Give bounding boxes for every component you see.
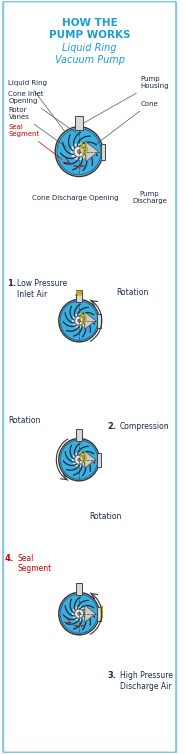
- Ellipse shape: [71, 143, 88, 161]
- Circle shape: [80, 292, 81, 296]
- Ellipse shape: [59, 438, 99, 481]
- FancyBboxPatch shape: [3, 2, 176, 752]
- Ellipse shape: [72, 606, 86, 621]
- Bar: [76, 290, 82, 302]
- Ellipse shape: [57, 128, 101, 175]
- Text: 3.: 3.: [107, 672, 116, 680]
- Circle shape: [84, 145, 85, 149]
- Polygon shape: [85, 451, 96, 468]
- Text: Rotor
Vanes: Rotor Vanes: [9, 107, 67, 148]
- Circle shape: [78, 290, 79, 294]
- Circle shape: [87, 147, 88, 152]
- Circle shape: [81, 290, 82, 294]
- Circle shape: [80, 146, 82, 150]
- Text: Seal
Segment: Seal Segment: [17, 553, 52, 573]
- Circle shape: [80, 316, 81, 320]
- Circle shape: [81, 312, 82, 316]
- Text: Cone: Cone: [95, 100, 159, 145]
- Circle shape: [84, 320, 85, 323]
- Circle shape: [82, 153, 83, 158]
- Circle shape: [84, 312, 85, 316]
- Circle shape: [79, 292, 80, 296]
- Circle shape: [102, 615, 103, 618]
- Circle shape: [80, 455, 81, 458]
- Ellipse shape: [75, 455, 84, 464]
- Ellipse shape: [72, 313, 86, 328]
- Text: 4.: 4.: [5, 553, 14, 562]
- Circle shape: [83, 453, 84, 457]
- Text: Vacuum Pump: Vacuum Pump: [55, 55, 125, 65]
- Bar: [75, 116, 83, 130]
- Circle shape: [82, 461, 83, 464]
- Ellipse shape: [74, 146, 84, 157]
- Bar: [100, 143, 105, 160]
- Text: Cone Discharge Opening: Cone Discharge Opening: [32, 195, 119, 201]
- Bar: [97, 314, 101, 327]
- Circle shape: [101, 615, 102, 618]
- Text: High Pressure
Discharge Air: High Pressure Discharge Air: [120, 672, 173, 691]
- Ellipse shape: [55, 127, 103, 176]
- Text: 1.: 1.: [7, 279, 16, 288]
- Circle shape: [83, 314, 84, 318]
- Text: Cone Inlet
Opening: Cone Inlet Opening: [9, 91, 76, 133]
- Circle shape: [84, 458, 85, 463]
- Polygon shape: [86, 142, 99, 161]
- Text: 2.: 2.: [107, 422, 116, 431]
- Circle shape: [102, 605, 103, 609]
- Text: Rotation: Rotation: [116, 288, 149, 297]
- Text: Rotation: Rotation: [90, 512, 122, 521]
- Circle shape: [82, 457, 83, 461]
- Ellipse shape: [72, 452, 86, 467]
- Circle shape: [101, 605, 102, 609]
- Circle shape: [82, 322, 83, 326]
- Circle shape: [86, 317, 87, 320]
- Ellipse shape: [78, 319, 81, 322]
- Circle shape: [82, 317, 83, 321]
- Text: Seal
Segment: Seal Segment: [9, 124, 62, 159]
- Text: Pump
Housing: Pump Housing: [84, 76, 169, 123]
- Ellipse shape: [77, 150, 81, 154]
- Bar: [97, 452, 101, 467]
- Circle shape: [81, 142, 83, 146]
- Circle shape: [101, 610, 102, 614]
- Text: HOW THE: HOW THE: [62, 18, 117, 28]
- Circle shape: [85, 142, 86, 146]
- Circle shape: [76, 290, 77, 294]
- Ellipse shape: [60, 301, 98, 340]
- Ellipse shape: [60, 440, 98, 480]
- Circle shape: [101, 610, 102, 614]
- Text: Low Pressure
Inlet Air: Low Pressure Inlet Air: [17, 279, 68, 299]
- Circle shape: [77, 292, 78, 296]
- Circle shape: [83, 148, 84, 152]
- Circle shape: [81, 452, 82, 455]
- Text: Liquid Ring: Liquid Ring: [9, 79, 64, 130]
- Ellipse shape: [59, 593, 99, 635]
- Circle shape: [101, 615, 102, 618]
- Ellipse shape: [75, 316, 84, 325]
- Circle shape: [79, 290, 80, 294]
- Text: Liquid Ring: Liquid Ring: [62, 44, 117, 54]
- Ellipse shape: [60, 594, 98, 633]
- Circle shape: [86, 455, 87, 459]
- Ellipse shape: [78, 458, 81, 461]
- Polygon shape: [85, 312, 96, 329]
- Circle shape: [102, 610, 103, 614]
- Text: Compression: Compression: [120, 422, 169, 431]
- Ellipse shape: [59, 299, 99, 342]
- Circle shape: [101, 605, 102, 609]
- Text: Pump
Discharge: Pump Discharge: [132, 191, 167, 204]
- Text: Rotation: Rotation: [9, 416, 41, 425]
- Polygon shape: [85, 605, 96, 622]
- Ellipse shape: [78, 612, 81, 615]
- Bar: [76, 429, 82, 441]
- Text: PUMP WORKS: PUMP WORKS: [49, 30, 130, 40]
- Bar: [97, 607, 101, 621]
- Circle shape: [84, 452, 85, 455]
- Bar: [76, 584, 82, 595]
- Ellipse shape: [75, 609, 84, 618]
